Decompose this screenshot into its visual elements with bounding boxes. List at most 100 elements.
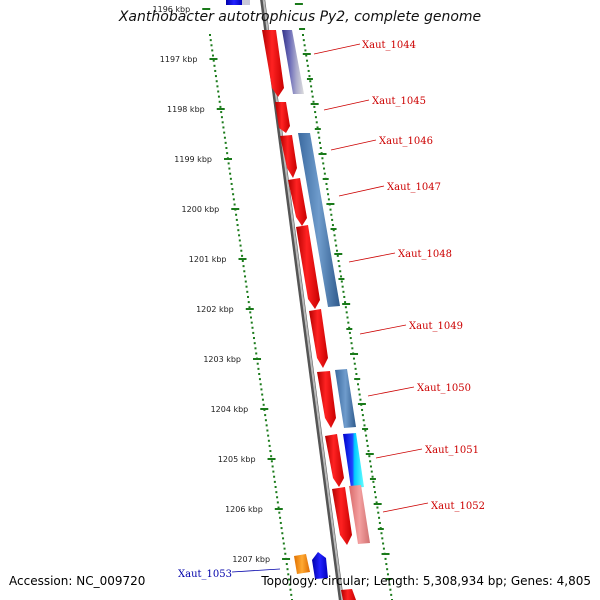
outer-guide-dot: [380, 532, 383, 535]
gene-feature-xaut-1052: [332, 487, 352, 545]
inner-guide-dot: [239, 244, 242, 247]
inner-guide-dot: [259, 383, 262, 386]
genome-backbone-highlight: [262, 0, 344, 600]
outer-guide-dot: [388, 583, 391, 586]
inner-guide-dot: [274, 486, 277, 488]
outer-guide-dot: [361, 408, 364, 411]
outer-guide-dot: [354, 367, 357, 370]
outer-guide-dot: [349, 337, 352, 340]
inner-guide-dot: [272, 470, 275, 473]
outer-guide-dot: [308, 75, 311, 78]
gene-label-xaut-1053[interactable]: Xaut_1053: [178, 569, 232, 580]
gene-feature-xaut-1044: [262, 30, 284, 97]
label-connector: [375, 448, 423, 459]
outer-guide-dot: [305, 54, 308, 57]
outer-guide-dot: [330, 213, 333, 216]
inner-guide-dot: [277, 506, 280, 509]
outer-guide-dot: [365, 439, 368, 442]
kbp-tick-label: 1197 kbp: [160, 55, 198, 64]
inner-guide-dot: [232, 198, 235, 201]
gene-label-xaut-1047[interactable]: Xaut_1047: [387, 182, 441, 193]
inner-guide-dot: [247, 301, 250, 304]
gene-feature-xaut-1047: [288, 178, 307, 226]
gene-feature-top-partial-gray: [242, 0, 250, 5]
inner-guide-dot: [244, 275, 247, 278]
outer-guide-dot: [336, 254, 339, 257]
outer-guide-dot: [307, 69, 310, 72]
inner-guide-dot: [285, 563, 288, 566]
outer-guide-dot: [314, 111, 317, 114]
kbp-tick-label: 1206 kbp: [225, 505, 263, 514]
outer-guide-dot: [322, 162, 325, 165]
inner-guide-dot: [241, 260, 244, 262]
gene-label-xaut-1044[interactable]: Xaut_1044: [362, 40, 416, 51]
gene-label-xaut-1050[interactable]: Xaut_1050: [417, 383, 471, 394]
inner-guide-dot: [245, 285, 248, 288]
inner-guide-dot: [266, 429, 269, 432]
inner-guide-dot: [212, 59, 215, 62]
inner-guide-dot: [253, 342, 256, 345]
inner-guide-dot: [240, 249, 243, 252]
outer-guide-dot: [335, 249, 338, 252]
outer-guide-dot: [313, 105, 316, 108]
inner-guide-dot: [241, 254, 244, 257]
inner-guide-dot: [264, 419, 267, 422]
inner-guide-dot: [257, 367, 260, 370]
gene-features: [226, 0, 370, 600]
inner-guide-dot: [213, 64, 216, 67]
inner-guide-dot: [276, 496, 279, 499]
gene-label-xaut-1045[interactable]: Xaut_1045: [372, 96, 426, 107]
outer-guide-dot: [358, 393, 361, 396]
gene-label-xaut-1048[interactable]: Xaut_1048: [398, 249, 452, 260]
inner-guide-dot: [217, 95, 220, 98]
gene-label-xaut-1051[interactable]: Xaut_1051: [425, 445, 479, 456]
outer-guide-dot: [365, 434, 368, 437]
outer-guide-dot: [372, 480, 375, 483]
kbp-tick-label: 1205 kbp: [218, 455, 256, 464]
outer-guide-dot: [366, 444, 369, 447]
outer-guide-dot: [370, 470, 373, 473]
outer-guide-dot: [338, 265, 341, 268]
outer-guide-dot: [306, 59, 309, 62]
outer-guide-dot: [374, 496, 377, 499]
gene-feature-xaut-1046: [280, 135, 297, 178]
outer-guide-dot: [378, 521, 381, 524]
gene-label-xaut-1049[interactable]: Xaut_1049: [409, 321, 463, 332]
inner-guide-dot: [214, 75, 217, 78]
gene-feature-xaut-1050-reverse: [335, 369, 356, 428]
gene-feature-xaut-1044-reverse: [282, 30, 304, 94]
kbp-tick-label: 1204 kbp: [211, 405, 249, 414]
inner-guide-dot: [244, 280, 247, 283]
inner-guide-dot: [250, 316, 252, 319]
inner-guide-dot: [279, 521, 282, 524]
inner-guide-dot: [237, 229, 240, 232]
inner-guide-dot: [273, 475, 276, 478]
inner-guide-dot: [289, 588, 292, 591]
inner-guide-dot: [229, 172, 232, 175]
gene-label-xaut-1052[interactable]: Xaut_1052: [431, 501, 485, 512]
inner-guide-dot: [267, 439, 270, 442]
outer-guide-dot: [363, 424, 366, 427]
inner-guide-dot: [261, 393, 264, 396]
gene-label-xaut-1046[interactable]: Xaut_1046: [379, 136, 433, 147]
inner-guide-dot: [229, 177, 232, 180]
label-connector: [313, 43, 361, 55]
gene-feature-top-partial: [226, 0, 242, 5]
outer-guide-dot: [333, 234, 336, 237]
inner-guide-dot: [281, 532, 284, 535]
inner-guide-dot: [284, 552, 287, 555]
inner-guide-dot: [220, 116, 223, 119]
inner-guide-dot: [236, 224, 239, 227]
kbp-tick-label: 1202 kbp: [196, 305, 234, 314]
inner-guide-dot: [223, 136, 226, 139]
accession-text: Accession: NC_009720: [9, 574, 146, 588]
gene-feature-xaut-1046-reverse: [298, 133, 340, 307]
outer-guide-dot: [385, 563, 388, 566]
inner-guide-dot: [267, 434, 270, 437]
outer-guide-dot: [359, 398, 362, 401]
inner-guide-dot: [211, 49, 214, 52]
map-title: Xanthobacter autotrophicus Py2, complete…: [118, 9, 482, 25]
inner-guide-dot: [230, 182, 233, 185]
label-connector: [367, 386, 415, 397]
inner-guide-dot: [221, 121, 224, 124]
